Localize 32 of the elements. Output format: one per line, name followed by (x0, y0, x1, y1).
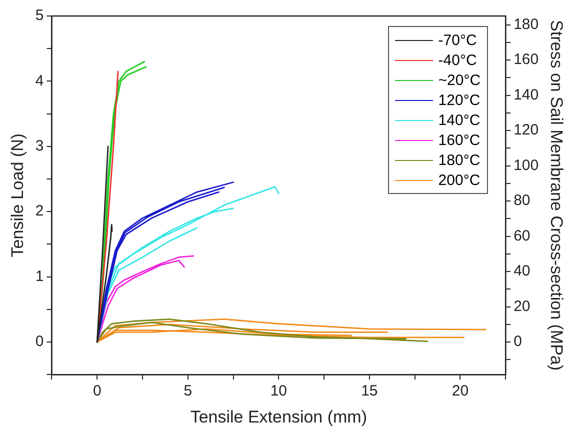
y2-tick-label: 160 (514, 51, 539, 68)
y2-tick-label: 140 (514, 86, 539, 104)
y2-tick-label: 100 (514, 156, 539, 174)
y-tick-label: 3 (35, 138, 44, 155)
legend-label: 120°C (438, 92, 480, 108)
y2-tick-label: 20 (514, 298, 530, 315)
y2-axis-title: Stress on Sail Membrane Cross-section (MPa) (547, 20, 566, 371)
y2-tick-label: 80 (514, 192, 530, 210)
y2-tick-label: 180 (514, 16, 539, 33)
x-tick-label: 20 (452, 382, 469, 400)
y2-tick-label: 0 (514, 333, 522, 350)
y-tick-label: 2 (35, 202, 44, 220)
legend-label: 160°C (438, 132, 480, 148)
x-axis-title: Tensile Extension (mm) (190, 407, 367, 426)
legend-label: 140°C (438, 112, 480, 128)
legend-label: ~20°C (438, 72, 481, 88)
x-tick-label: 15 (361, 382, 378, 400)
legend-label: -70°C (438, 32, 477, 48)
y-tick-label: 0 (35, 333, 44, 350)
y-axis-title: Tensile Load (N) (8, 133, 27, 258)
x-tick-label: 10 (270, 382, 287, 400)
y2-tick-label: 40 (514, 262, 530, 280)
y2-tick-label: 60 (514, 227, 530, 244)
legend-label: 200°C (438, 172, 480, 188)
legend-label: -40°C (438, 52, 477, 68)
y2-tick-label: 120 (514, 122, 539, 139)
x-tick-label: 5 (184, 382, 192, 400)
y-tick-label: 5 (35, 7, 44, 24)
x-tick-label: 0 (92, 382, 102, 400)
y-tick-label: 1 (35, 268, 44, 285)
legend-label: 180°C (438, 152, 480, 168)
y-tick-label: 4 (35, 72, 44, 90)
